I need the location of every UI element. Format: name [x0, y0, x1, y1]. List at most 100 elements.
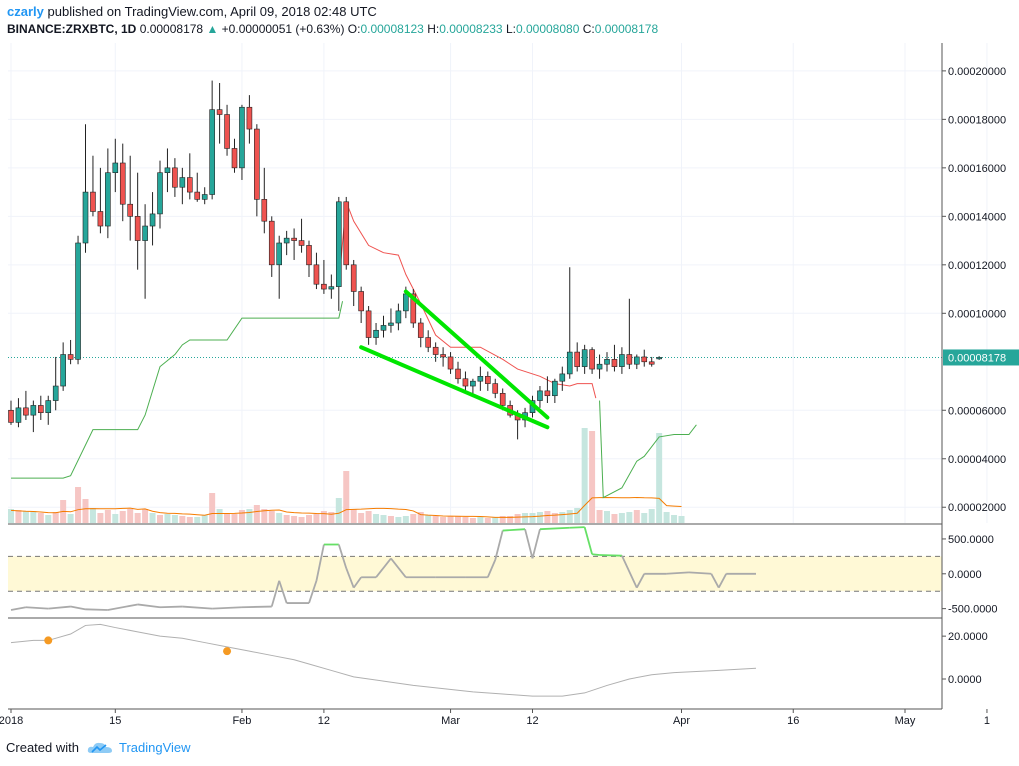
cci-tick-label: 0.0000 — [948, 569, 982, 581]
candle-body — [75, 242, 81, 360]
candle-body — [283, 237, 290, 244]
candle-body — [499, 393, 506, 406]
volume-bar — [298, 517, 305, 523]
cci-line-segment — [486, 559, 497, 578]
candle-body — [82, 191, 89, 244]
candle-body — [552, 380, 558, 397]
candle-body — [380, 325, 387, 331]
candle-body — [611, 359, 618, 367]
high-label: H: — [427, 22, 440, 36]
candle-body — [45, 400, 52, 413]
cci-line-segment — [666, 571, 690, 575]
volume-bar — [104, 510, 111, 523]
candle-body — [298, 240, 305, 246]
candle-body — [157, 172, 163, 215]
volume-bar — [469, 518, 476, 523]
volume-bar — [291, 516, 298, 523]
volume-bar — [484, 518, 491, 523]
volume-bar — [179, 516, 186, 523]
candle-body — [641, 356, 648, 363]
time-tick-label: 12 — [526, 715, 538, 727]
candle-body — [335, 201, 342, 287]
volume-bar — [253, 505, 260, 523]
cci-line-segment — [717, 573, 727, 589]
candle-body — [306, 245, 312, 266]
volume-bar — [75, 487, 82, 523]
volume-bar — [268, 511, 275, 523]
time-tick-label: Mar — [441, 715, 460, 727]
candle-body — [619, 354, 625, 367]
volume-bar — [343, 471, 350, 523]
price-pane[interactable] — [8, 43, 988, 523]
volume-bar — [37, 513, 44, 523]
volume-bar — [186, 517, 193, 523]
author-name[interactable]: czarly — [7, 4, 44, 19]
rsi-pane[interactable] — [10, 623, 757, 697]
candle-body — [410, 293, 417, 324]
volume-bar — [455, 516, 461, 523]
cci-line-segment — [621, 555, 638, 589]
candle-body — [492, 383, 499, 394]
candle-body — [179, 177, 186, 188]
volume-bar — [581, 428, 588, 523]
candle-body — [425, 337, 432, 348]
time-tick-label: 15 — [109, 715, 121, 727]
candle-body — [440, 354, 446, 358]
candle-body — [209, 109, 215, 195]
candle-body — [291, 237, 297, 241]
candle-body — [261, 199, 268, 222]
cci-pane[interactable] — [8, 526, 942, 611]
candle-body — [201, 194, 208, 200]
volume-bar — [522, 513, 529, 523]
volume-bar — [410, 514, 417, 523]
volume-bar — [149, 513, 156, 523]
wedge-trendline — [359, 345, 550, 430]
volume-bar — [127, 509, 134, 523]
last-price-badge — [943, 349, 1019, 366]
candle-body — [164, 167, 171, 173]
volume-bar — [15, 510, 22, 523]
cci-line-segment — [502, 528, 526, 532]
time-tick-label: May — [895, 715, 916, 727]
volume-bar — [648, 509, 655, 523]
cci-line-segment — [345, 567, 355, 589]
rsi-tick-label: 0.0000 — [948, 674, 982, 686]
last-price-badge-text: 0.00008178 — [948, 352, 1006, 364]
cci-line-segment — [337, 544, 348, 569]
price-tick-label: 0.00012000 — [948, 260, 1006, 272]
lower-band-line — [11, 301, 344, 479]
candle-body — [403, 293, 409, 312]
cci-line-segment — [182, 605, 213, 610]
volume-bar — [417, 512, 424, 523]
volume-bar — [97, 513, 104, 523]
price-change: +0.00000051 (+0.63%) — [221, 22, 345, 36]
lower-band-line-2 — [599, 400, 697, 499]
volume-bar — [335, 498, 342, 523]
close-value: 0.00008178 — [594, 22, 659, 36]
volume-bar — [164, 514, 171, 523]
candle-body — [231, 148, 238, 169]
tradingview-link[interactable]: TradingView — [118, 740, 191, 755]
candle-body — [544, 390, 551, 397]
chart-canvas[interactable]: 0.00020000 0.00018000 0.00016000 0.00014000… — [0, 40, 1019, 730]
price-tick-label: 0.00006000 — [948, 405, 1006, 417]
candle-body — [254, 128, 260, 200]
cci-band — [8, 556, 942, 592]
candle-body — [321, 283, 327, 290]
volume-bar — [507, 516, 514, 523]
cci-line-segment — [10, 606, 27, 611]
candle-body — [216, 109, 223, 115]
volume-bar — [440, 517, 447, 523]
volume-bar — [358, 513, 365, 523]
candle-body — [172, 167, 178, 188]
candle-body — [239, 106, 245, 169]
volume-bar — [574, 508, 581, 523]
volume-bar — [373, 514, 380, 523]
candle-body — [395, 310, 402, 324]
volume-bar — [395, 517, 402, 523]
volume-bar — [231, 514, 238, 523]
candle-body — [604, 359, 610, 365]
candle-body — [187, 177, 193, 193]
candle-body — [97, 211, 104, 227]
candle-body — [194, 191, 201, 200]
